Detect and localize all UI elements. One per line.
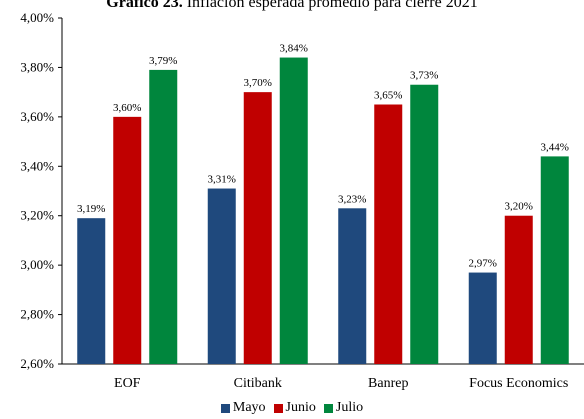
legend-swatch xyxy=(323,403,333,413)
data-label: 3,23% xyxy=(338,193,366,205)
chart-title-bold: Gráfico 23. xyxy=(106,0,183,11)
bar-julio xyxy=(279,57,308,365)
x-category-label: Focus Economics xyxy=(469,376,568,391)
data-label: 3,70% xyxy=(244,77,272,89)
bar-mayo xyxy=(468,272,497,364)
bar-junio xyxy=(113,116,142,364)
bar-mayo xyxy=(207,188,236,364)
legend-label: Mayo xyxy=(232,400,266,415)
data-label: 3,19% xyxy=(77,203,105,215)
bar-mayo xyxy=(77,218,106,364)
legend-item: Julio xyxy=(323,400,364,416)
bar-junio xyxy=(504,215,533,364)
y-tick-label: 3,40% xyxy=(20,158,54,173)
y-tick-label: 2,60% xyxy=(20,356,54,371)
chart-title: Gráfico 23. Inflación esperada promedio … xyxy=(0,0,584,12)
y-tick-label: 3,00% xyxy=(20,257,54,272)
data-label: 3,31% xyxy=(208,174,236,186)
legend-swatch xyxy=(273,403,283,413)
x-category-label: EOF xyxy=(114,376,141,391)
bar-junio xyxy=(243,92,272,365)
legend-item: Mayo xyxy=(220,400,266,416)
bar-mayo xyxy=(338,208,367,364)
bar-julio xyxy=(540,156,569,364)
y-tick-label: 3,20% xyxy=(20,208,54,223)
data-label: 3,84% xyxy=(280,43,308,55)
bar-junio xyxy=(374,104,403,364)
legend-label: Junio xyxy=(285,400,316,415)
legend-item: Junio xyxy=(273,400,316,416)
x-category-label: Banrep xyxy=(368,376,408,391)
data-label: 3,73% xyxy=(410,70,438,82)
bar-chart: 2,60% 2,80% 3,00% 3,20% 3,40% 3,60% 3,80% 4,00%… xyxy=(20,10,584,391)
y-tick-label: 3,80% xyxy=(20,59,54,74)
legend-label: Julio xyxy=(335,400,364,415)
chart-legend: Mayo Junio Julio xyxy=(0,400,584,416)
legend-swatch xyxy=(220,403,230,413)
bar-julio xyxy=(149,69,178,365)
y-tick-label: 2,80% xyxy=(20,307,54,322)
data-label: 3,20% xyxy=(505,201,533,213)
y-tick-label: 4,00% xyxy=(20,10,54,25)
data-label: 3,79% xyxy=(149,55,177,67)
x-category-label: Citibank xyxy=(234,376,282,391)
bar-julio xyxy=(410,84,439,364)
y-tick-label: 3,60% xyxy=(20,109,54,124)
chart-title-rest: Inflación esperada promedio para cierre … xyxy=(182,0,478,11)
data-label: 2,97% xyxy=(469,258,497,270)
data-label: 3,65% xyxy=(374,90,402,102)
data-label: 3,60% xyxy=(113,102,141,114)
data-label: 3,44% xyxy=(541,141,569,153)
